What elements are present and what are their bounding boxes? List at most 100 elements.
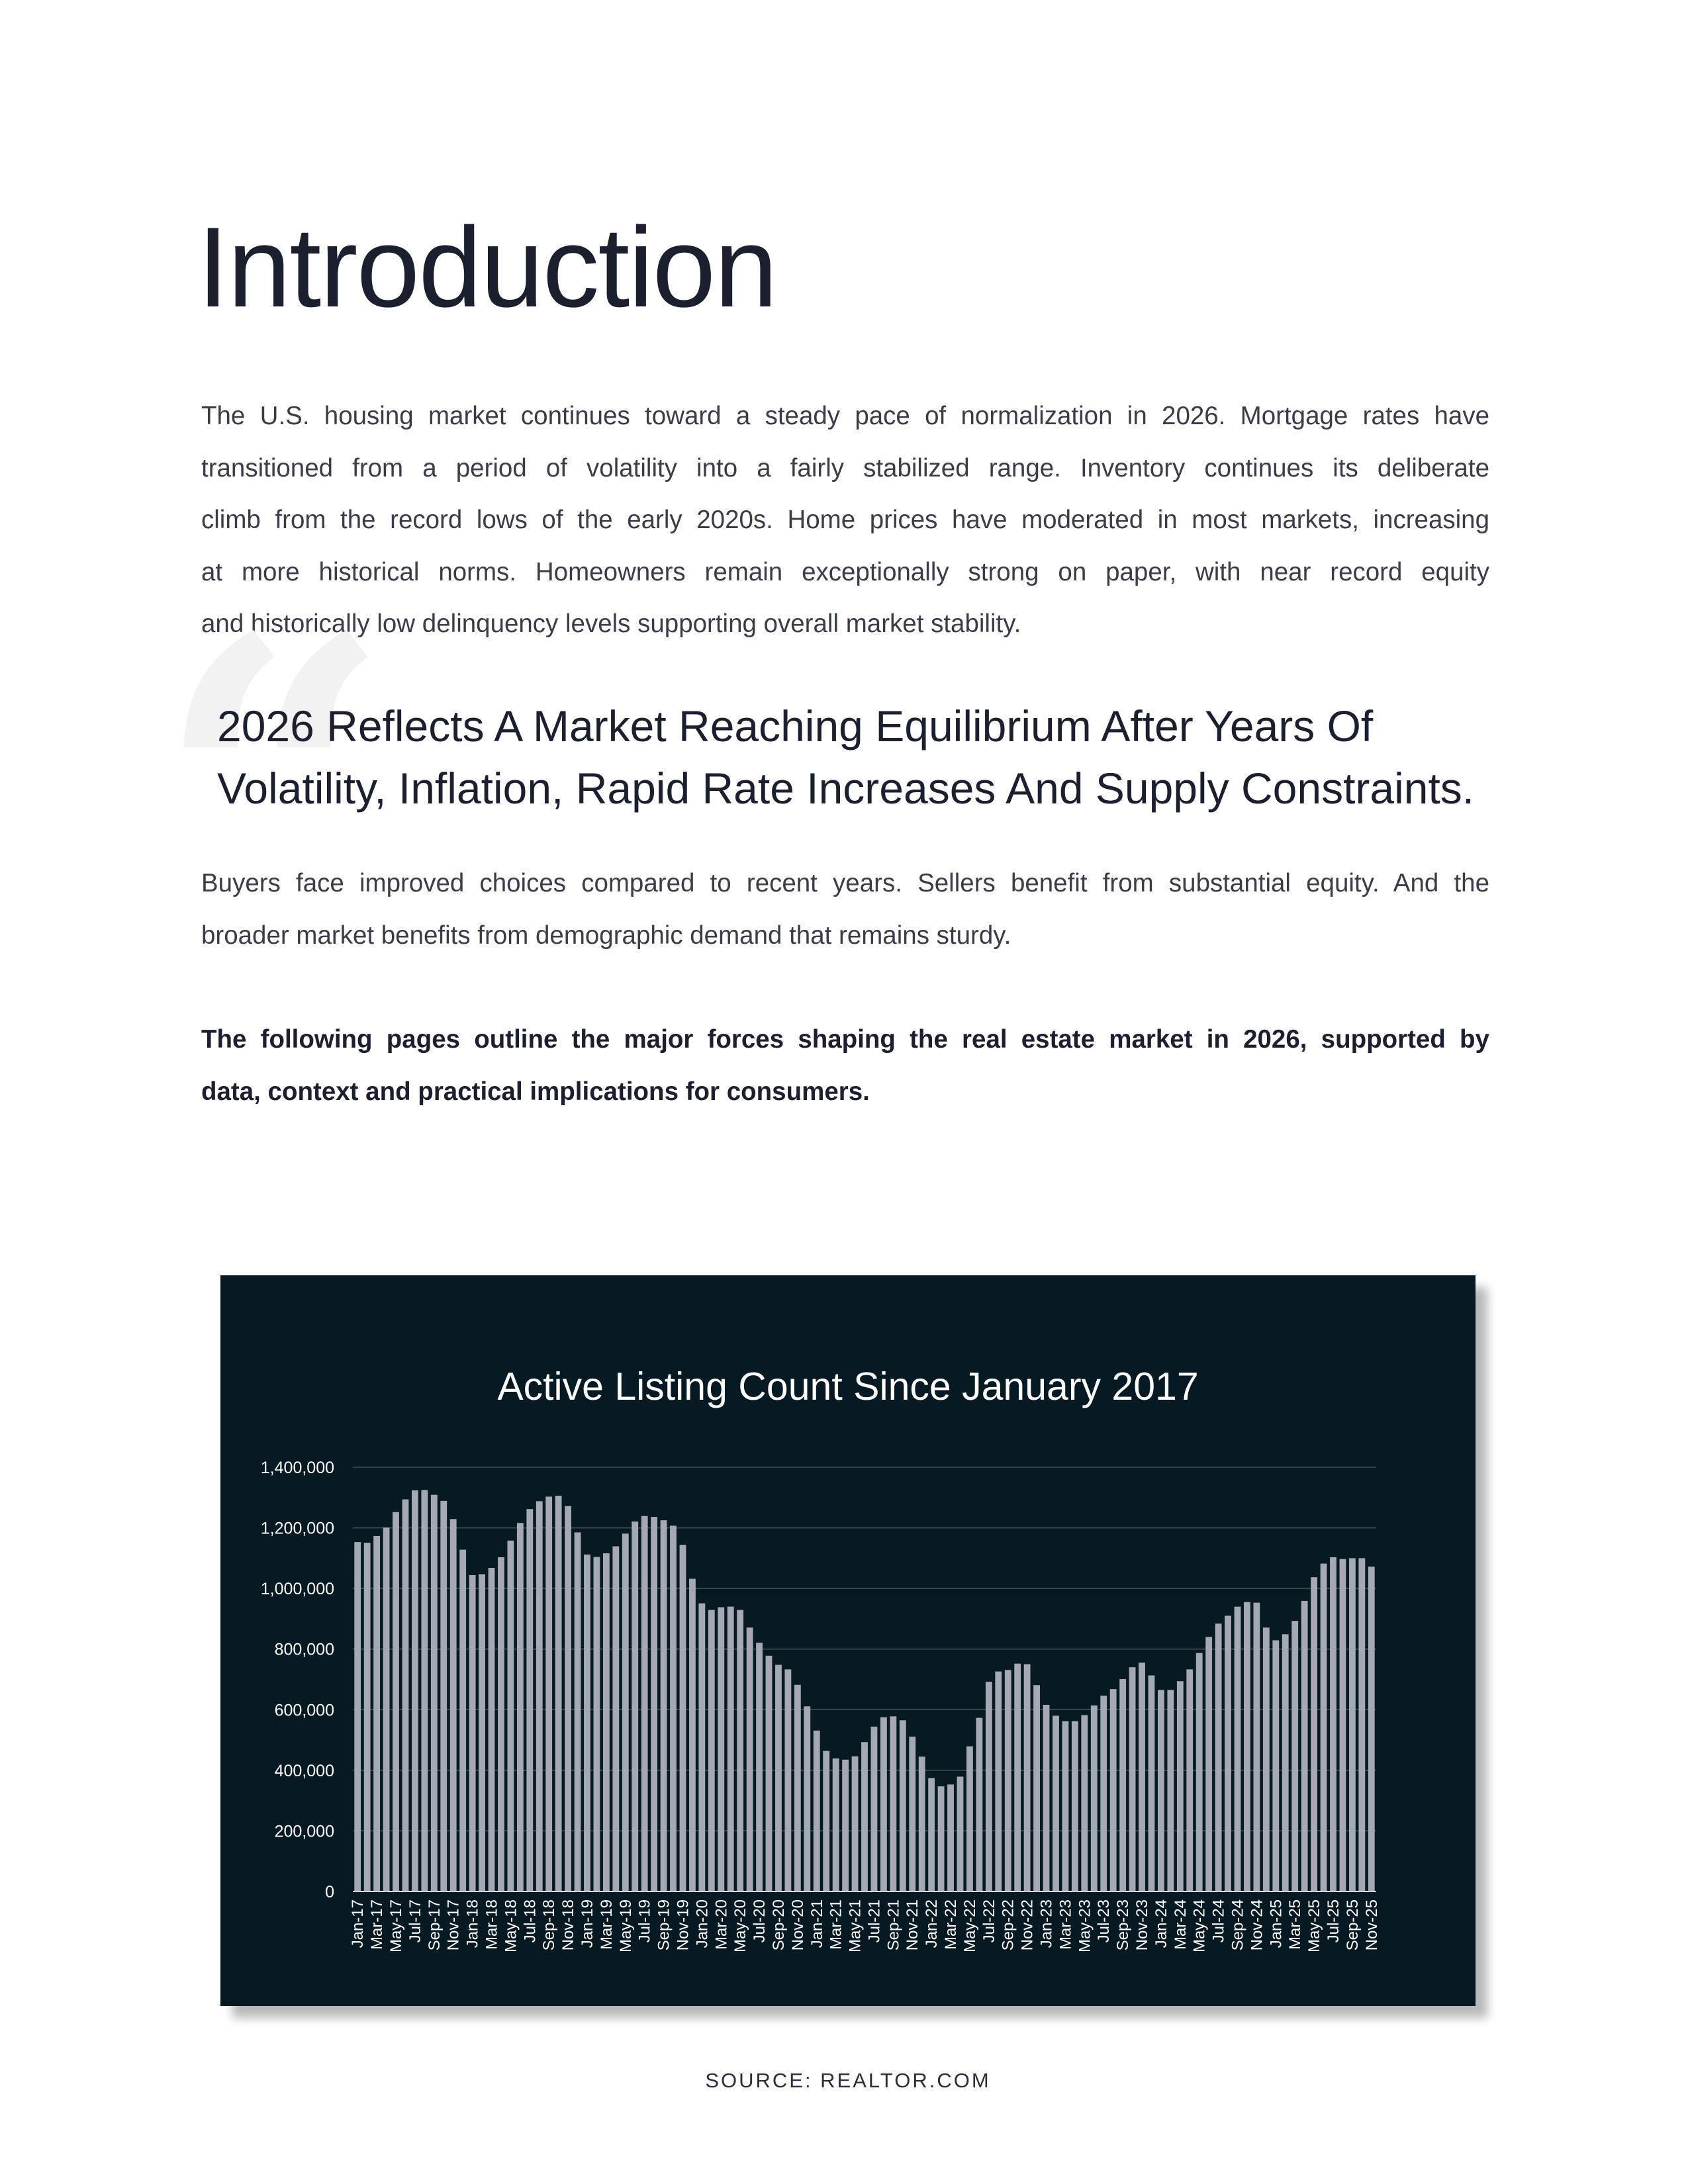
buyers-paragraph: Buyers face improved choices compared to…	[201, 858, 1489, 962]
y-tick-label: 400,000	[275, 1762, 334, 1780]
bar	[698, 1603, 706, 1891]
bar	[727, 1606, 734, 1891]
x-tick-label: Mar-22	[942, 1899, 960, 1950]
bar	[832, 1758, 839, 1891]
bar	[1023, 1664, 1031, 1891]
y-axis-labels: 0 200,000 400,000 600,000 800,000 1,000,000 1,…	[261, 1459, 334, 1901]
bar	[488, 1568, 495, 1891]
bar	[870, 1726, 878, 1891]
x-tick-label: Jul-23	[1095, 1899, 1113, 1942]
chart-svg: Active Listing Count Since January 2017 …	[261, 1365, 1381, 1952]
bar	[918, 1756, 925, 1891]
bar	[775, 1664, 782, 1891]
x-tick-label: May-19	[617, 1899, 635, 1952]
outline-line: The following pages outline the major fo…	[201, 1025, 1489, 1054]
x-tick-label: Mar-24	[1172, 1899, 1190, 1950]
bar	[584, 1554, 590, 1891]
bar	[1033, 1685, 1040, 1891]
x-tick-label: Jul-20	[751, 1899, 769, 1942]
x-tick-label: Nov-22	[1019, 1899, 1037, 1950]
x-tick-label: Nov-21	[904, 1899, 921, 1950]
bar	[1167, 1690, 1174, 1891]
bar	[851, 1756, 859, 1891]
bar	[1272, 1640, 1280, 1891]
bar	[651, 1517, 658, 1891]
bar	[1139, 1662, 1145, 1891]
bar	[440, 1500, 447, 1891]
bar	[1100, 1696, 1107, 1891]
bar	[526, 1509, 534, 1891]
source-caption: SOURCE: REALTOR.COM	[705, 2069, 991, 2092]
x-tick-label: Jul-25	[1325, 1899, 1342, 1942]
outline-paragraph: The following pages outline the major fo…	[201, 1014, 1489, 1118]
bar	[1320, 1563, 1327, 1891]
bar	[1053, 1715, 1059, 1891]
y-tick-label: 1,200,000	[261, 1520, 334, 1538]
bar	[765, 1655, 773, 1891]
bar	[412, 1490, 418, 1891]
bar	[641, 1516, 648, 1891]
x-tick-label: Jul-22	[980, 1899, 998, 1942]
page-title: Introduction	[197, 204, 778, 331]
y-tick-label: 600,000	[275, 1701, 334, 1719]
bar	[479, 1574, 485, 1891]
bar	[976, 1717, 983, 1891]
bar	[813, 1730, 820, 1891]
bar	[383, 1527, 390, 1891]
bar	[1262, 1627, 1270, 1891]
x-tick-label: Jul-17	[406, 1899, 424, 1942]
bar	[421, 1490, 428, 1891]
bar	[937, 1786, 945, 1891]
x-tick-label: Sep-24	[1229, 1899, 1246, 1950]
x-tick-label: Sep-18	[540, 1899, 558, 1950]
bar	[1348, 1558, 1356, 1891]
x-tick-label: Jan-18	[464, 1899, 482, 1948]
bar	[602, 1553, 610, 1891]
bar	[1186, 1669, 1194, 1891]
x-tick-label: Jul-18	[521, 1899, 539, 1942]
bar	[363, 1543, 371, 1891]
y-tick-label: 1,400,000	[261, 1459, 334, 1477]
bar	[708, 1610, 715, 1891]
bar	[516, 1523, 524, 1891]
bar	[1234, 1606, 1241, 1891]
bar	[1301, 1600, 1308, 1891]
bar	[536, 1501, 543, 1891]
x-tick-label: Sep-20	[770, 1899, 788, 1950]
x-tick-label: Mar-23	[1056, 1899, 1074, 1950]
x-tick-label: Nov-23	[1133, 1899, 1151, 1950]
active-listing-chart: Active Listing Count Since January 2017 …	[220, 1275, 1476, 2006]
x-tick-label: Jan-19	[579, 1899, 596, 1948]
bar	[679, 1545, 686, 1891]
intro-paragraph: The U.S. housing market continues toward…	[201, 390, 1489, 651]
bar	[899, 1720, 906, 1891]
bar	[555, 1496, 562, 1891]
bar	[957, 1776, 964, 1891]
x-tick-label: Mar-21	[827, 1899, 845, 1950]
bar	[373, 1535, 381, 1891]
bar	[507, 1540, 514, 1891]
x-tick-label: Mar-17	[368, 1899, 386, 1950]
x-tick-label: Nov-17	[445, 1899, 463, 1950]
x-tick-label: May-25	[1305, 1899, 1323, 1952]
bar	[1129, 1667, 1136, 1891]
bar	[861, 1742, 868, 1891]
y-tick-label: 200,000	[275, 1822, 334, 1841]
bar	[1291, 1621, 1299, 1891]
x-tick-label: May-20	[731, 1899, 749, 1952]
y-tick-label: 0	[325, 1883, 334, 1901]
x-tick-label: Jan-24	[1152, 1899, 1170, 1948]
x-tick-label: Jan-21	[808, 1899, 826, 1948]
pull-quote: 2026 Reflects A Market Reaching Equilibr…	[217, 695, 1515, 819]
bar	[1225, 1615, 1231, 1891]
bar	[565, 1506, 572, 1891]
bar	[1339, 1559, 1346, 1891]
bar	[928, 1778, 935, 1891]
bar	[823, 1751, 830, 1891]
bar	[1176, 1681, 1184, 1891]
intro-line: transitioned from a period of volatility…	[201, 453, 1489, 482]
x-axis-labels: Jan-17 Mar-17 May-17 Jul-17 Sep-17 Nov-17 Jan-…	[349, 1899, 1381, 1952]
bar	[612, 1546, 620, 1891]
x-tick-label: Jan-23	[1038, 1899, 1056, 1948]
x-tick-label: Jan-20	[693, 1899, 711, 1948]
